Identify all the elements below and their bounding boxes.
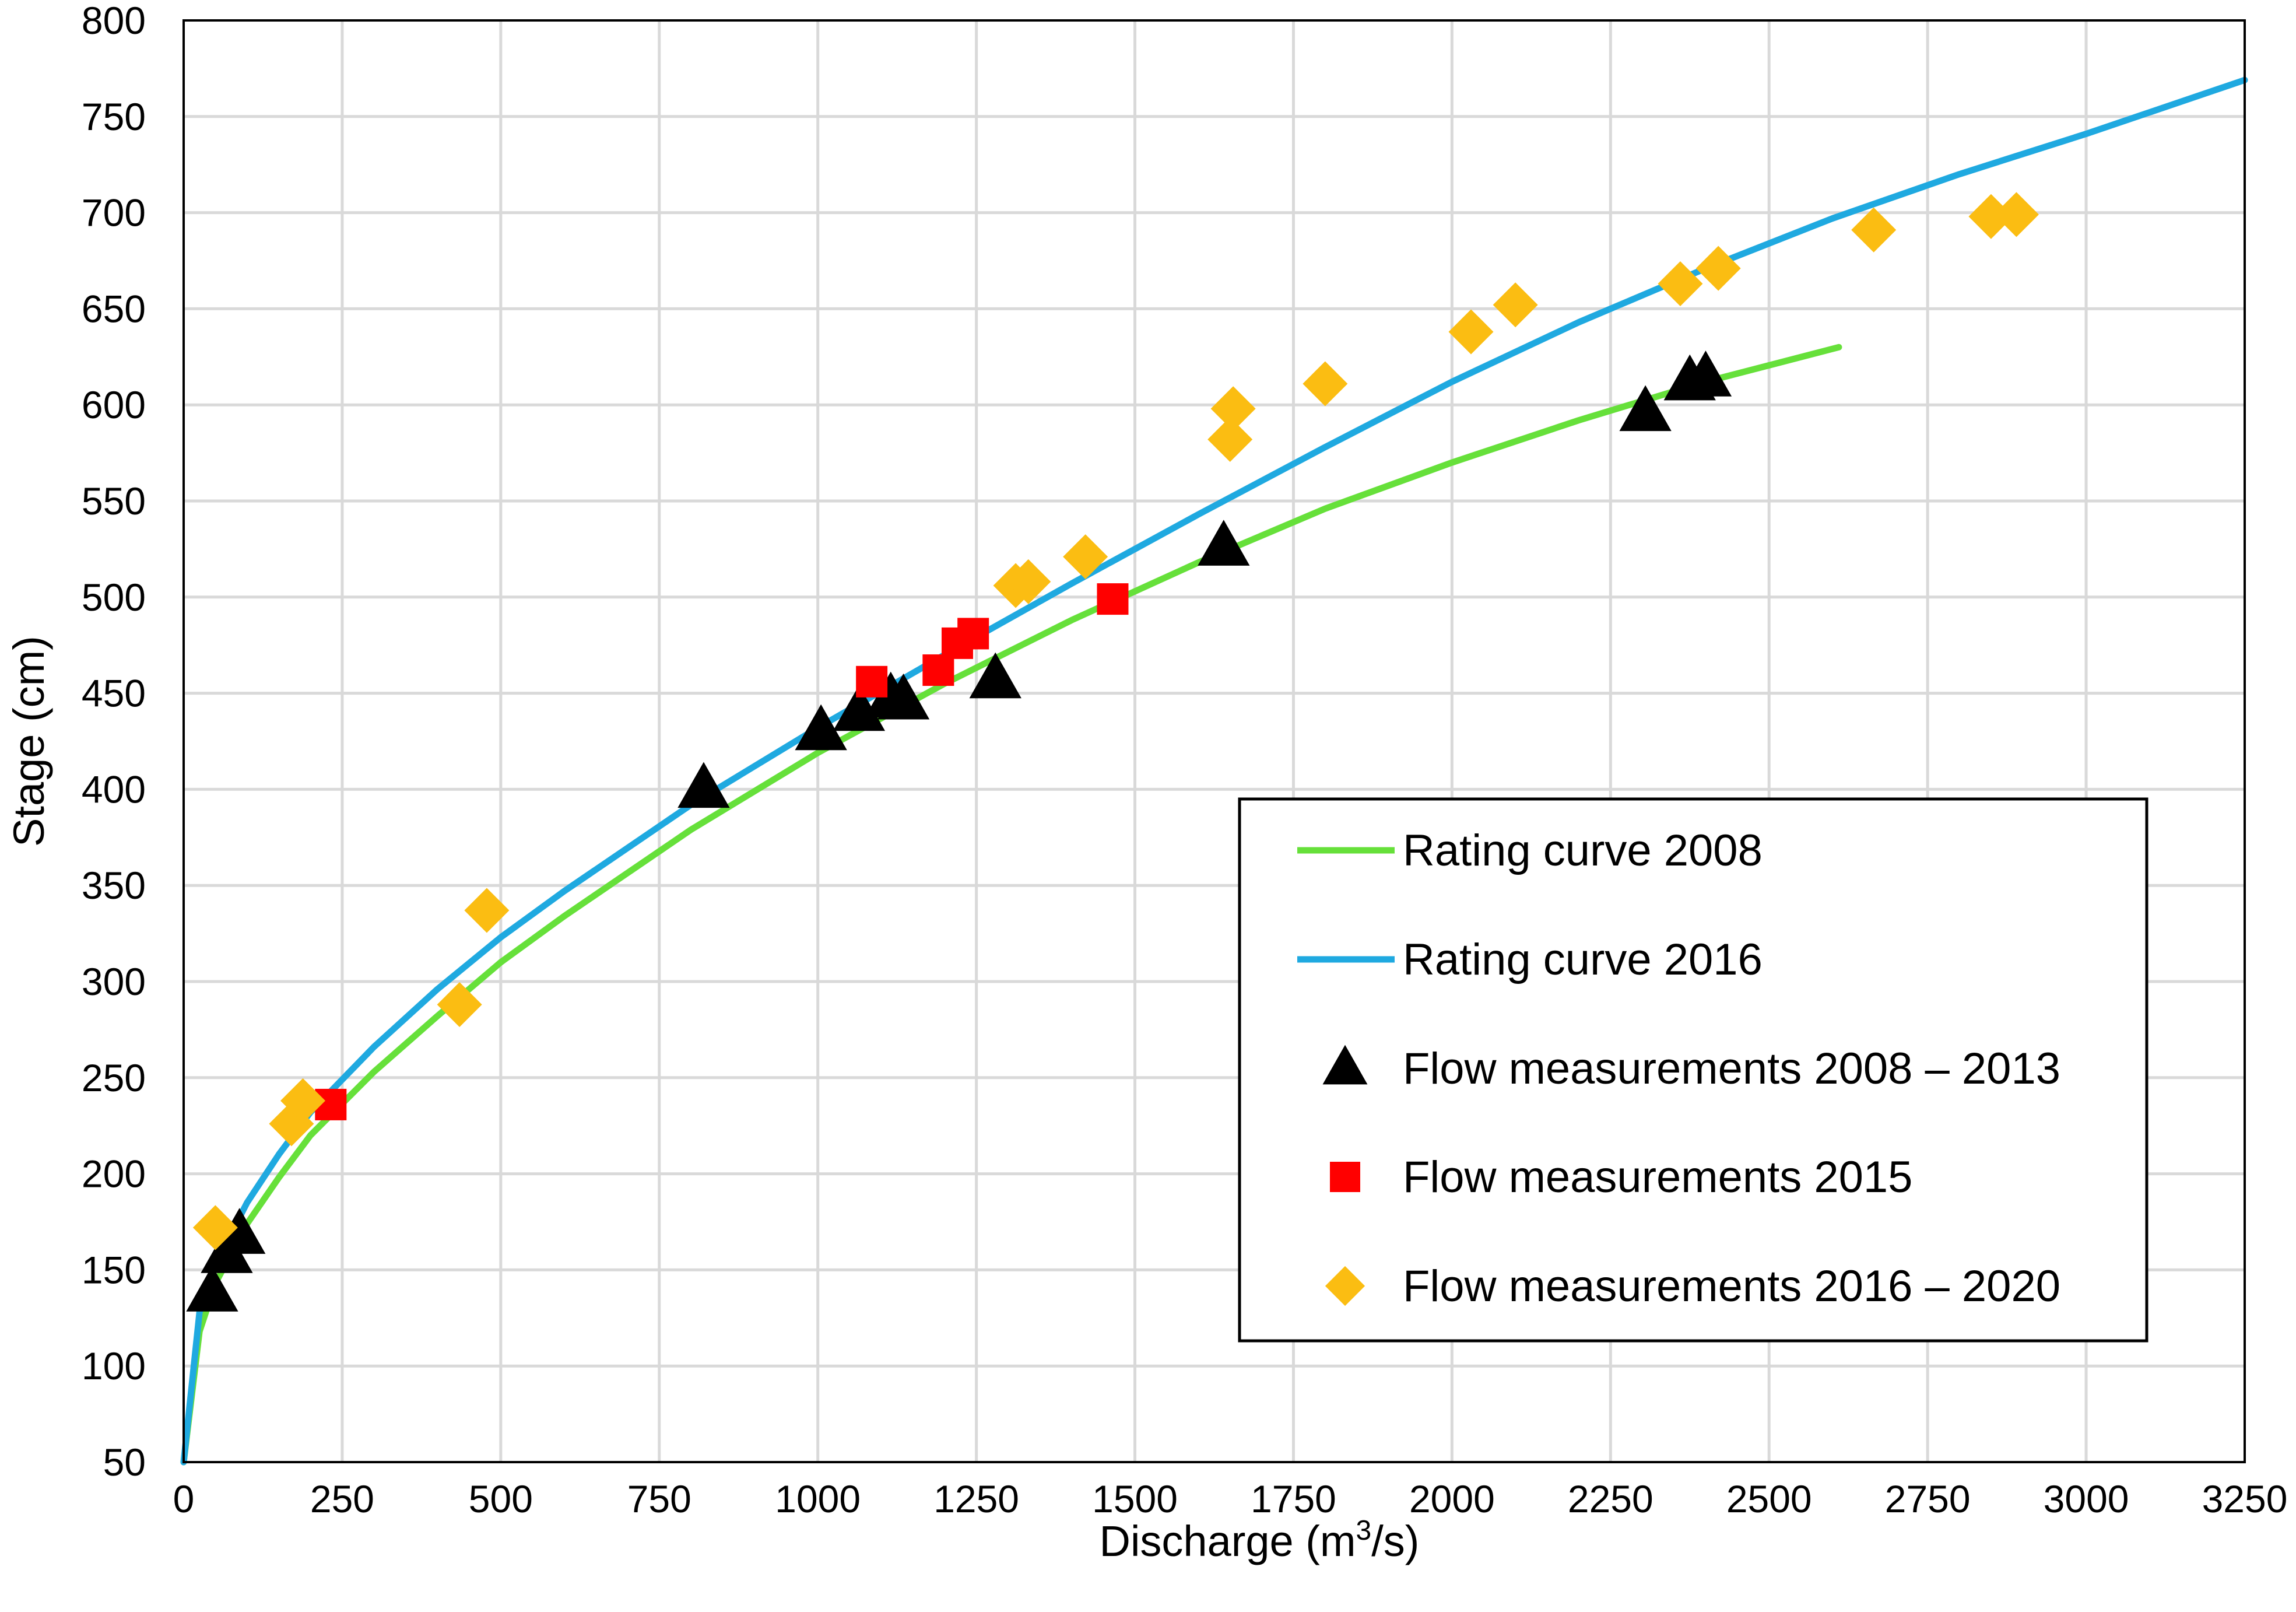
x-tick-label: 0 [173,1477,195,1520]
diamond-point [1493,282,1538,328]
diamond-point [1658,261,1703,307]
diamond-point [192,1205,238,1250]
diamond-point [1968,194,2014,239]
y-tick-label: 500 [82,576,146,619]
square-point [922,654,954,686]
y-tick-label: 700 [82,191,146,234]
plot-series [180,76,2248,1466]
y-tick-label: 450 [82,672,146,715]
x-tick-label: 2750 [1885,1477,1971,1520]
x-tick-label: 2500 [1726,1477,1812,1520]
y-axis-title: Stage (cm) [5,636,53,847]
x-tick-label: 1750 [1251,1477,1336,1520]
y-tick-label: 50 [103,1441,146,1484]
x-tick-label: 2250 [1568,1477,1653,1520]
y-tick-label: 200 [82,1152,146,1196]
y-tick-label: 750 [82,95,146,138]
legend-diamond-swatch [1325,1266,1365,1306]
y-tick-label: 350 [82,864,146,907]
diamond-point [437,982,482,1028]
x-axis-ticks: 0 250 500 750 1000 1250 1500 1750 2000 2250 2500 27… [173,1477,2288,1520]
y-tick-label: 600 [82,383,146,426]
diamond-point [1695,246,1741,291]
triangle-point [833,685,886,731]
triangle-point [969,652,1021,699]
square-point [856,665,888,698]
legend-label: Flow measurements 2016 – 2020 [1403,1261,2060,1311]
x-tick-label: 2000 [1409,1477,1495,1520]
triangle-point [1198,520,1250,566]
diamond-point [1207,417,1253,462]
triangle-point [213,1208,266,1254]
x-tick-label: 1250 [933,1477,1019,1520]
triangle-point [877,673,930,720]
diamond-point [1448,309,1494,355]
diamond-point [464,888,510,933]
triangle-point [186,1266,238,1312]
diamond-point [1210,386,1256,432]
triangle-point [677,762,730,808]
diamond-point [269,1101,314,1147]
x-tick-label: 750 [627,1477,691,1520]
x-tick-label: 250 [310,1477,374,1520]
y-axis-ticks: 50 100 150 200 250 300 350 400 450 500 550 600 650 70… [82,0,146,1484]
x-tick-label: 500 [469,1477,533,1520]
square-point [957,618,989,650]
y-tick-label: 300 [82,960,146,1003]
legend-triangle-swatch [1322,1045,1368,1085]
triangle-point [1619,385,1672,432]
x-tick-label: 3000 [2044,1477,2129,1520]
diamond-point [1993,192,2039,237]
legend-label: Flow measurements 2008 – 2013 [1403,1044,2060,1094]
diamond-point [1851,207,1897,253]
y-tick-label: 100 [82,1344,146,1387]
diamond-point [1006,559,1051,604]
x-tick-label: 3250 [2202,1477,2288,1520]
diamond-point [1303,361,1348,406]
diamond-point [1063,534,1108,580]
triangle-point [795,704,847,751]
x-axis-title: Discharge (m3/s) [1100,1515,1420,1565]
diamond-point [280,1078,325,1123]
y-tick-label: 400 [82,768,146,811]
y-tick-label: 150 [82,1248,146,1291]
legend-label: Rating curve 2008 [1403,826,1763,875]
legend: Rating curve 2008 Rating curve 2016 Flow m… [1238,797,2148,1343]
plot-frame [182,19,2246,1463]
y-tick-label: 550 [82,479,146,523]
legend-square-swatch [1330,1162,1360,1192]
y-tick-label: 650 [82,287,146,330]
y-tick-label: 800 [82,0,146,42]
triangle-point [1679,351,1732,397]
legend-label: Rating curve 2016 [1403,935,1763,984]
x-tick-label: 1000 [775,1477,861,1520]
series-line-0 [180,344,1842,1466]
x-tick-label: 1500 [1092,1477,1178,1520]
square-point [1097,583,1129,615]
legend-box [1238,797,2148,1343]
legend-label: Flow measurements 2015 [1403,1152,1912,1202]
y-tick-label: 250 [82,1056,146,1099]
